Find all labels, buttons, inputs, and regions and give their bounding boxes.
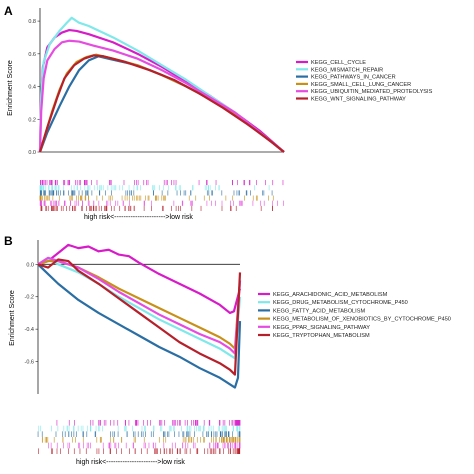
series-line-5 [37,256,242,355]
series-line-6 [37,258,242,376]
legend-label: KEGG_METABOLISM_OF_XENOBIOTICS_BY_CYTOCH… [273,317,451,323]
panel-b: B Enrichment Score 0.0 -0.2 -0.4 -0.6 KEGG_… [4,234,451,466]
legend-label: KEGG_DRUG_METABOLISM_CYTOCHROME_P450 [273,300,408,306]
plot-area-b: 0.0 -0.2 -0.4 -0.6 [25,240,242,394]
legend-label: KEGG_MISMATCH_REPAIR [311,67,383,73]
panel-label-b: B [4,234,13,248]
series-line-2 [37,258,242,360]
series-line-2 [38,16,285,153]
rank-axis-label-b: high risk<---------------------->low ris… [76,459,185,466]
y-tick-label: -0.4 [25,327,34,333]
panel-label-a: A [4,4,13,18]
plot-area-a: 0.0 0.2 0.4 0.6 0.8 [28,8,285,156]
gene-rank-rug-a [39,180,284,211]
legend-label: KEGG_FATTY_ACID_METABOLISM [273,308,365,314]
legend-label: KEGG_SMALL_CELL_LUNG_CANCER [311,82,411,88]
legend-b: KEGG_ARACHIDONIC_ACID_METABOLISM KEGG_DRU… [258,292,451,339]
y-axis-label-a: Enrichment Score [7,60,14,116]
series-line-6 [38,54,285,153]
y-tick-label: -0.6 [25,360,34,366]
legend-label: KEGG_PATHWAYS_IN_CANCER [311,75,396,81]
y-tick-label: 0.2 [28,117,36,123]
gene-rank-rug-b [37,420,241,454]
legend-label: KEGG_ARACHIDONIC_ACID_METABOLISM [273,292,388,298]
legend-label: KEGG_UBIQUITIN_MEDIATED_PROTEOLYSIS [311,89,433,95]
y-tick-label: 0.0 [26,262,34,268]
y-tick-label: 0.4 [28,85,36,91]
panel-a: A Enrichment Score 0.0 0.2 0.4 0.6 0.8 KEGG_… [4,4,433,221]
y-axis-label-b: Enrichment Score [9,290,16,346]
legend-label: KEGG_TRYPTOPHAN_METABOLISM [273,333,370,339]
series-line-3 [37,263,242,389]
series-line-5 [38,39,285,153]
y-tick-label: 0.6 [28,52,36,58]
y-tick-label: 0.0 [28,150,36,156]
legend-label: KEGG_WNT_SIGNALING_PATHWAY [311,97,406,103]
series-line-1 [37,243,242,315]
legend-label: KEGG_CELL_CYCLE [311,60,366,66]
legend-label: KEGG_PPAR_SIGNALING_PATHWAY [273,325,370,331]
rank-axis-label-a: high risk<---------------------->low ris… [84,214,193,221]
series-line-1 [38,28,285,153]
y-tick-label: -0.2 [25,295,34,301]
y-tick-label: 0.8 [28,19,36,25]
